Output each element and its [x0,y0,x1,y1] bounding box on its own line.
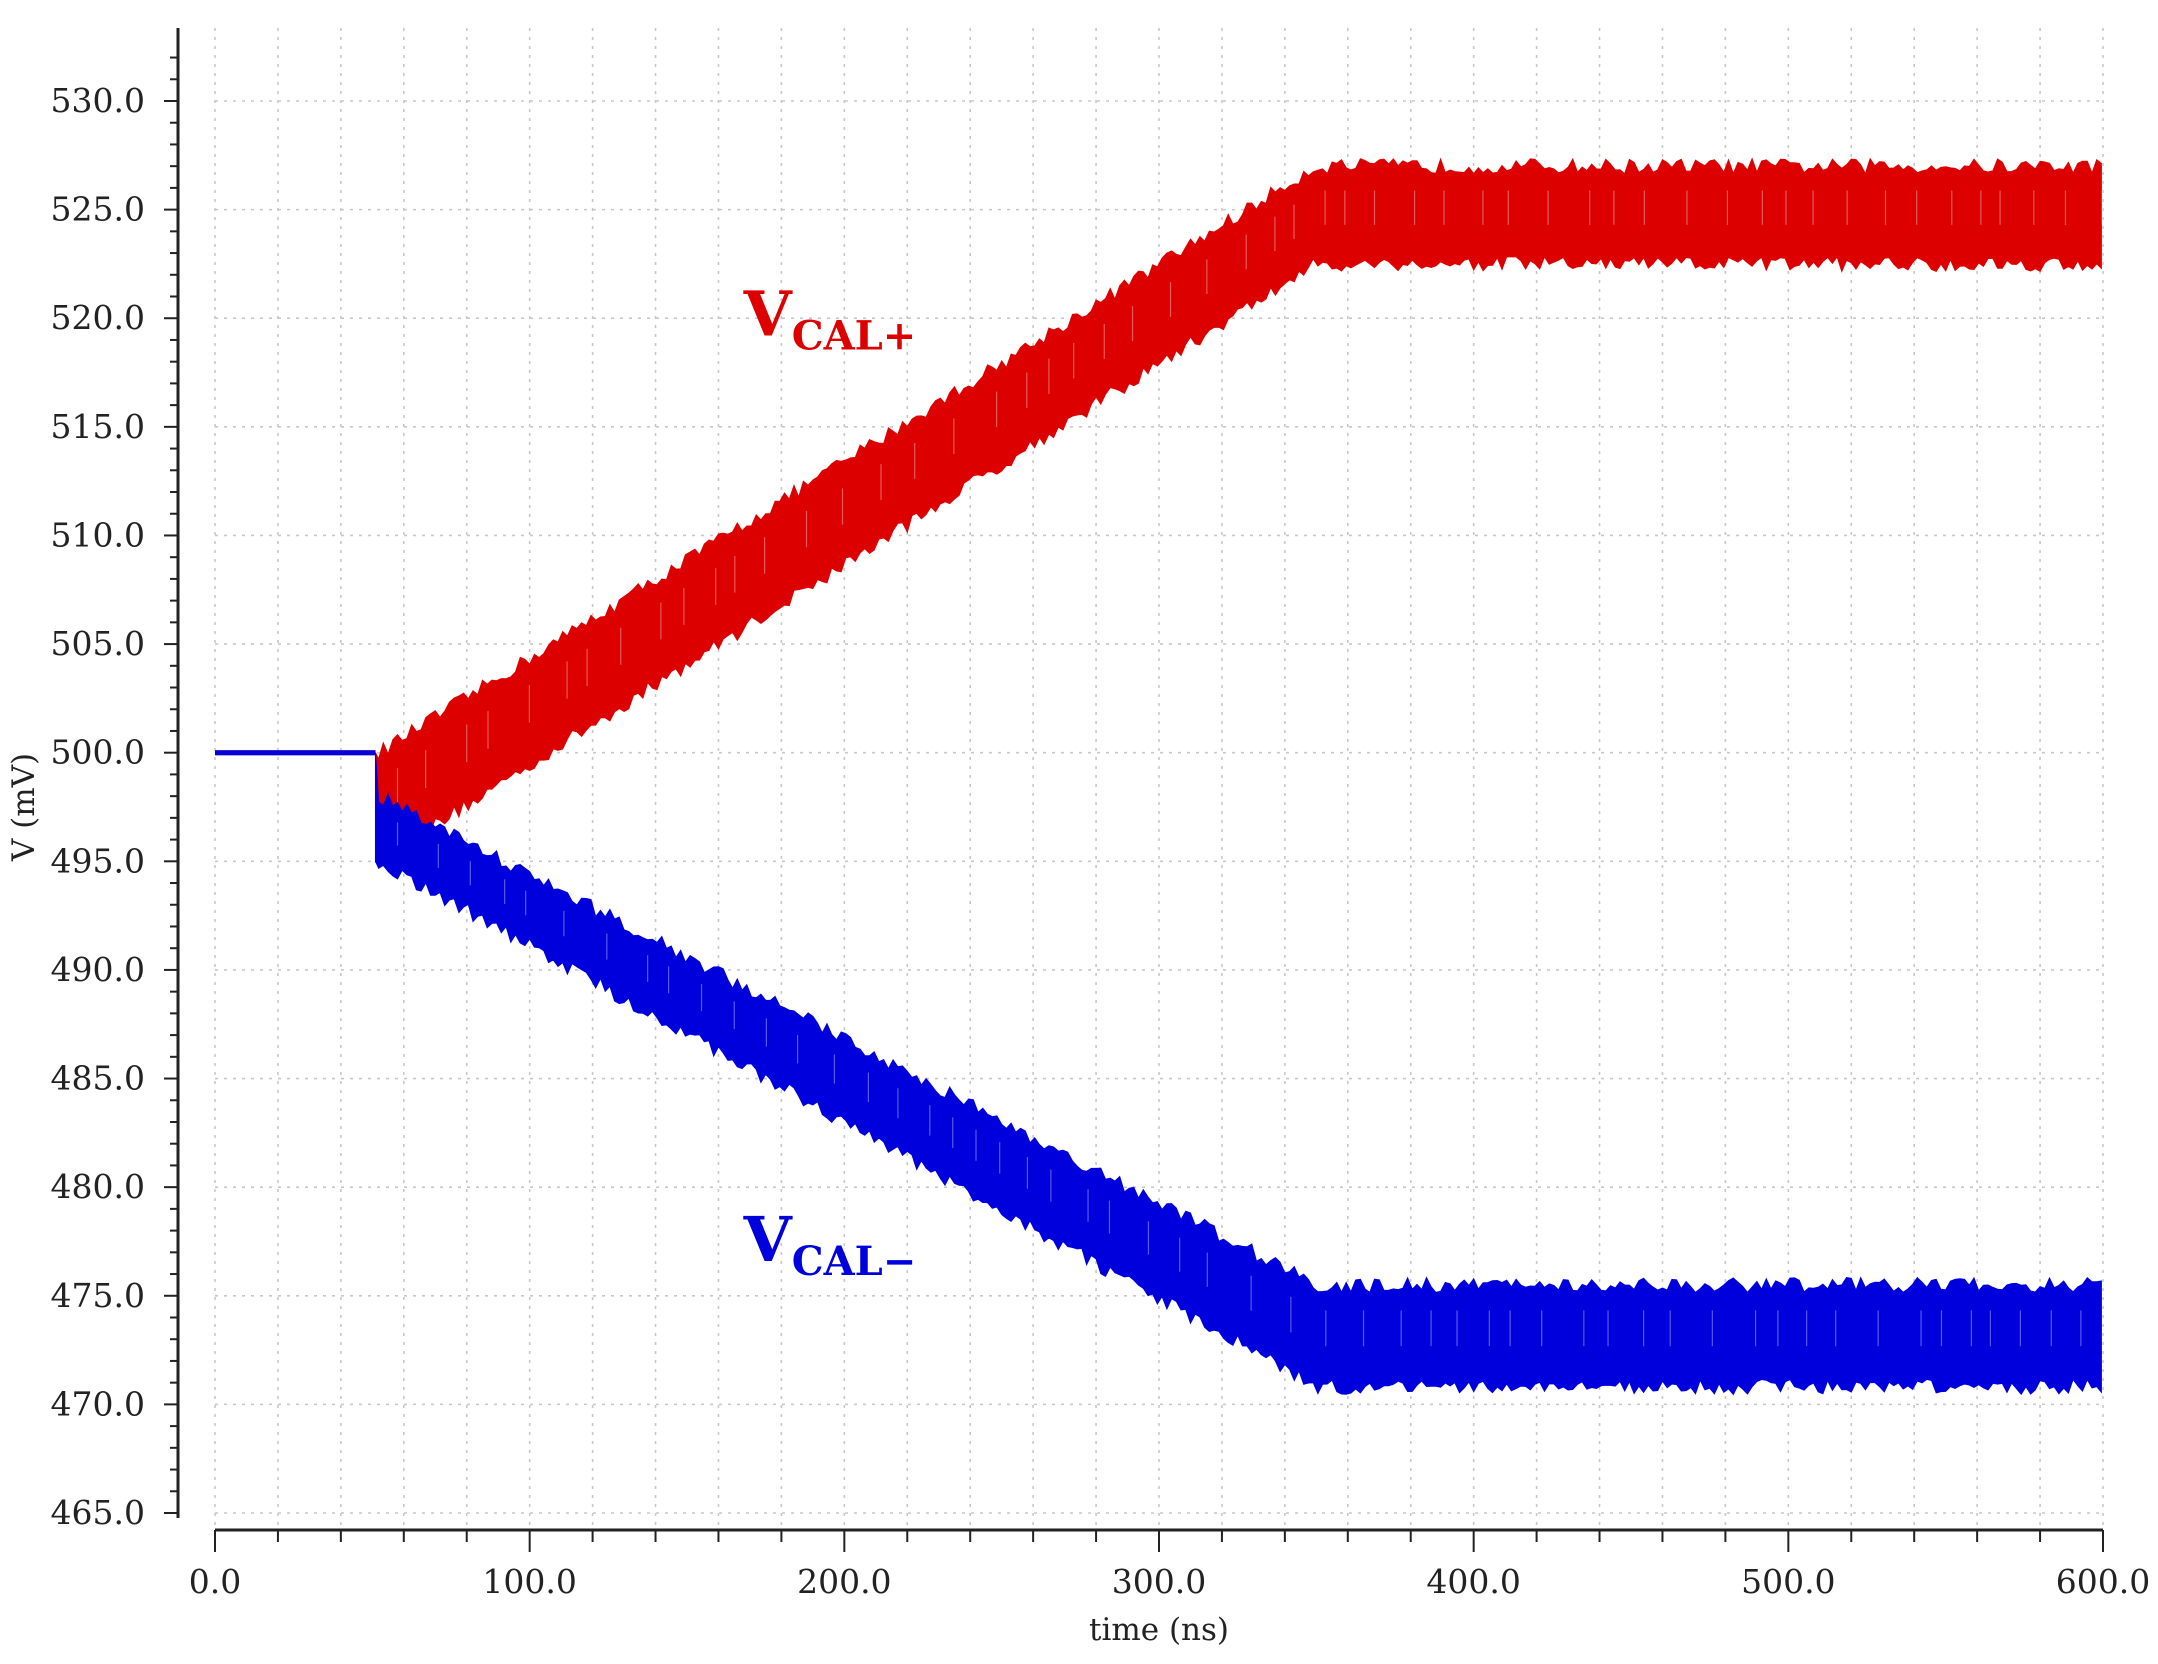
x-tick-label: 400.0 [1426,1562,1520,1601]
y-axis-label: V (mV) [6,753,42,862]
series-band-fill [374,752,2102,1396]
y-tick-label: 475.0 [51,1276,145,1315]
x-tick-label: 500.0 [1741,1562,1835,1601]
y-tick-label: 525.0 [51,190,145,229]
series-label-subscript: CAL− [792,1238,917,1285]
series-label-subscript: CAL+ [792,313,917,360]
x-tick-label: 300.0 [1112,1562,1206,1601]
series-band-fill [374,157,2102,867]
y-tick-label: 530.0 [51,81,145,120]
y-tick-label: 485.0 [51,1059,145,1098]
y-tick-label: 495.0 [51,841,145,880]
y-tick-label: 505.0 [51,624,145,663]
x-tick-label: 100.0 [482,1562,576,1601]
series-band [215,750,2102,1396]
y-tick-label: 515.0 [51,407,145,446]
series-layer [215,157,2103,1396]
x-tick-label: 200.0 [797,1562,891,1601]
y-tick-label: 490.0 [51,950,145,989]
y-tick-label: 465.0 [51,1493,145,1532]
series-label: VCAL+ [743,278,917,360]
series-label-main: V [743,1203,793,1276]
series-label: VCAL− [743,1203,917,1285]
x-tick-label: 0.0 [189,1562,241,1601]
x-tick-label: 600.0 [2056,1562,2150,1601]
axes [164,28,2104,1552]
y-tick-label: 480.0 [51,1167,145,1206]
ticks: 465.0 470.0 475.0 480.0 485.0 490.0 495.0 500.0… [51,81,2151,1601]
x-axis-label: time (ns) [1089,1612,1229,1648]
series-labels: VCAL+VCAL− [743,278,917,1285]
y-tick-label: 520.0 [51,298,145,337]
y-tick-label: 500.0 [51,733,145,772]
y-tick-label: 510.0 [51,515,145,554]
y-tick-label: 470.0 [51,1384,145,1423]
series-label-main: V [743,278,793,351]
